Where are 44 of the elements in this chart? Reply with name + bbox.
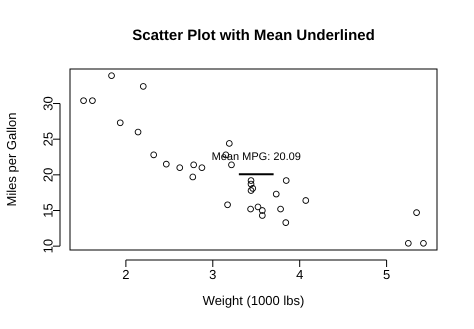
y-tick-label: 30 [40,96,56,111]
point [224,201,231,208]
y-tick-label: 20 [40,168,56,182]
x-axis-title: Weight (1000 lbs) [202,293,304,308]
x-tick-label: 3 [209,267,216,282]
annotation: Mean MPG: 20.09 [212,151,301,164]
point [413,209,420,216]
y-tick-label: 25 [40,132,56,146]
point [189,174,196,180]
point [190,162,197,168]
point [282,177,290,184]
y-tick-label: 10 [40,238,56,254]
point [80,97,87,104]
point [176,164,184,172]
point [258,207,266,214]
point [247,206,254,212]
point [254,204,262,210]
point [248,187,254,194]
point [134,128,142,136]
point [140,83,147,90]
point [108,72,115,80]
point [248,180,254,188]
x-tick-label: 5 [382,267,390,282]
y-tick-label: 15 [40,203,56,218]
point [116,119,124,126]
point [198,164,206,172]
point [302,197,310,204]
point [277,206,284,212]
point [420,240,427,247]
point [248,177,254,184]
point [282,219,290,226]
point [258,212,266,219]
point [150,152,158,158]
chart-title: Scatter Plot with Mean Underlined [132,27,375,44]
point [226,140,233,147]
point [162,160,170,168]
point [249,185,256,192]
point [272,190,280,198]
point [89,97,96,104]
point [404,240,412,247]
y-axis-title: Miles per Gallon [4,112,19,206]
point [228,162,235,168]
x-tick-label: 4 [296,267,304,282]
x-tick-label: 2 [122,267,130,282]
